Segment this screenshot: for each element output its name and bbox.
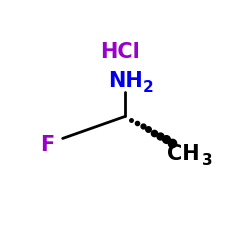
Text: NH: NH: [108, 71, 142, 91]
Text: HCl: HCl: [100, 42, 140, 62]
Text: CH: CH: [167, 144, 200, 164]
Text: 3: 3: [202, 153, 212, 168]
Text: 2: 2: [143, 80, 154, 94]
Text: F: F: [40, 134, 54, 154]
